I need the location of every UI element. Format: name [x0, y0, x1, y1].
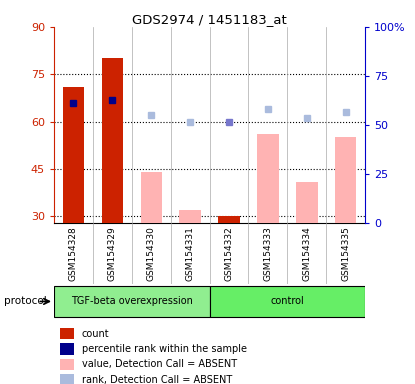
- FancyBboxPatch shape: [210, 286, 365, 317]
- Text: rank, Detection Call = ABSENT: rank, Detection Call = ABSENT: [82, 375, 232, 384]
- Bar: [60, 374, 74, 384]
- Text: GSM154329: GSM154329: [108, 226, 117, 281]
- Text: GSM154330: GSM154330: [147, 226, 156, 281]
- Bar: [60, 359, 74, 370]
- Bar: [60, 343, 74, 354]
- Text: control: control: [271, 296, 304, 306]
- Bar: [296, 182, 317, 223]
- Text: percentile rank within the sample: percentile rank within the sample: [82, 344, 247, 354]
- Bar: [102, 58, 123, 223]
- Bar: [218, 217, 240, 223]
- Text: TGF-beta overexpression: TGF-beta overexpression: [71, 296, 193, 306]
- Bar: [257, 134, 278, 223]
- Text: GSM154335: GSM154335: [341, 226, 350, 281]
- Text: GSM154333: GSM154333: [264, 226, 272, 281]
- Text: GSM154334: GSM154334: [303, 226, 311, 281]
- Text: GSM154331: GSM154331: [186, 226, 195, 281]
- Bar: [60, 328, 74, 339]
- Text: value, Detection Call = ABSENT: value, Detection Call = ABSENT: [82, 359, 237, 369]
- Title: GDS2974 / 1451183_at: GDS2974 / 1451183_at: [132, 13, 287, 26]
- FancyBboxPatch shape: [54, 286, 210, 317]
- Text: count: count: [82, 329, 110, 339]
- Bar: [179, 210, 201, 223]
- Bar: [335, 137, 356, 223]
- Text: GSM154328: GSM154328: [69, 226, 78, 281]
- Bar: [141, 172, 162, 223]
- Text: protocol: protocol: [4, 296, 47, 306]
- Text: GSM154332: GSM154332: [225, 226, 234, 281]
- Bar: [63, 87, 84, 223]
